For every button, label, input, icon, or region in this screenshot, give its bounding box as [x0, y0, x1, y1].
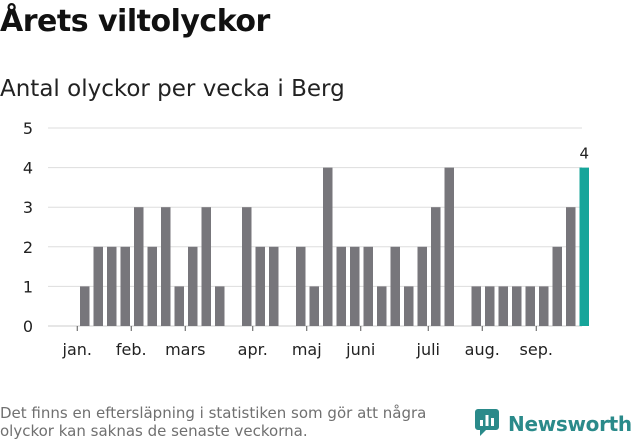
y-tick-label: 4 [23, 159, 33, 178]
bar [147, 246, 157, 326]
bar [566, 207, 576, 326]
x-tick-label: sep. [520, 340, 553, 359]
x-tick-label: feb. [116, 340, 147, 359]
bar [390, 246, 400, 326]
chart-subtitle: Antal olyckor per vecka i Berg [0, 76, 345, 102]
bar [363, 246, 373, 326]
y-tick-label: 1 [23, 277, 33, 296]
bar [512, 286, 522, 326]
bar [377, 286, 387, 326]
bar [539, 286, 549, 326]
bar [485, 286, 495, 326]
x-tick-label: maj [292, 340, 322, 359]
bar [471, 286, 481, 326]
newsworthy-logo-icon [474, 407, 500, 441]
bar [269, 246, 279, 326]
bar [188, 246, 198, 326]
bar [255, 246, 265, 326]
bar [309, 286, 319, 326]
bar [525, 286, 535, 326]
newsworthy-logo-text: Newsworthy [508, 412, 631, 436]
bar-chart: 0 1 2 3 4 5 4 jan. feb. mars apr. maj juni juli aug. se… [23, 119, 589, 359]
bar [444, 167, 454, 326]
bar [93, 246, 103, 326]
data-label: 4 [579, 145, 589, 163]
y-tick-label: 3 [23, 198, 33, 217]
bar [107, 246, 117, 326]
footnote: Det finns en eftersläpning i statistiken… [0, 404, 427, 440]
bar [201, 207, 211, 326]
bar [161, 207, 171, 326]
x-tick-label: mars [165, 340, 205, 359]
bar [174, 286, 184, 326]
y-tick-label: 0 [23, 317, 33, 336]
bar [552, 246, 562, 326]
chart-title: Årets viltolyckor [0, 4, 270, 39]
bar [431, 207, 441, 326]
y-tick-label: 5 [23, 119, 33, 138]
bar [134, 207, 144, 326]
x-tick-label: juni [345, 340, 375, 359]
bar [323, 167, 333, 326]
x-tick-label: juli [416, 340, 440, 359]
bar [404, 286, 414, 326]
bar [336, 246, 346, 326]
bar-highlight [579, 167, 589, 326]
bar [296, 246, 306, 326]
y-tick-label: 2 [23, 238, 33, 257]
bar [120, 246, 130, 326]
x-tick-label: apr. [238, 340, 268, 359]
x-tick-label: aug. [465, 340, 500, 359]
bar [215, 286, 225, 326]
x-tick-label: jan. [62, 340, 92, 359]
newsworthy-logo[interactable]: Newsworthy [474, 408, 631, 440]
bar [242, 207, 252, 326]
bar [417, 246, 427, 326]
bar [80, 286, 90, 326]
bar [350, 246, 360, 326]
bar [498, 286, 508, 326]
